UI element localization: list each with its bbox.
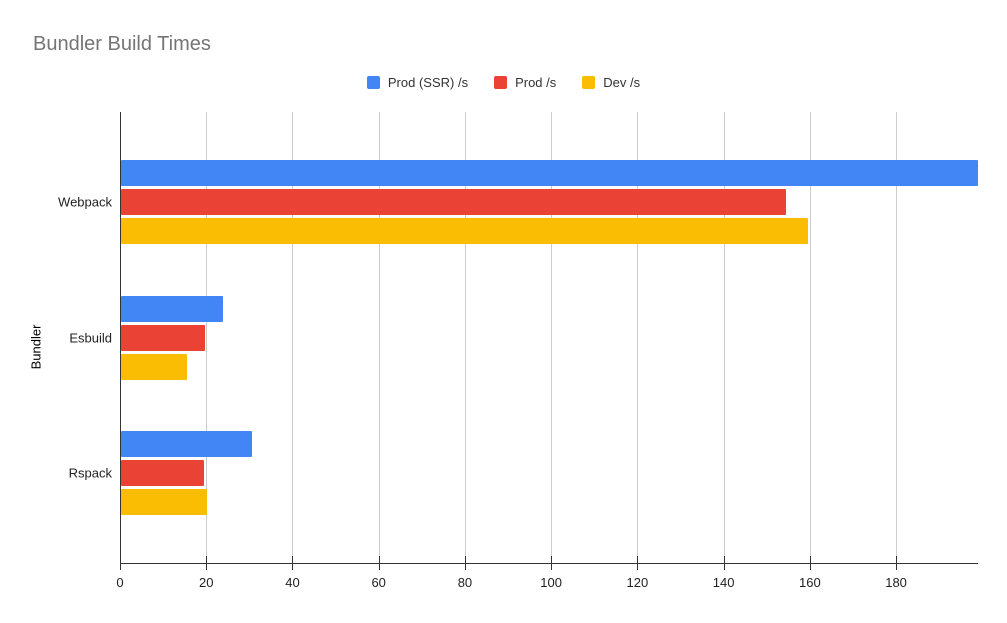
- legend-item-dev-s[interactable]: Dev /s: [582, 75, 640, 90]
- gridline-x-100: [551, 112, 553, 563]
- bar-esbuild-prod-s[interactable]: [121, 324, 206, 351]
- bar-rspack-dev-s[interactable]: [121, 488, 208, 515]
- x-tick-label-40: 40: [285, 575, 300, 590]
- x-tick-mark-60: [378, 556, 380, 570]
- gridline-x-80: [464, 112, 466, 563]
- gridline-x-20: [206, 112, 208, 563]
- x-tick-mark-140: [723, 556, 725, 570]
- gridline-x-140: [723, 112, 725, 563]
- x-tick-label-140: 140: [712, 575, 735, 590]
- category-label-rspack: Rspack: [68, 465, 112, 481]
- bar-esbuild-dev-s[interactable]: [121, 353, 187, 380]
- x-tick-mark-160: [809, 556, 811, 570]
- bar-rspack-prod-ssr-s[interactable]: [121, 430, 252, 457]
- legend-item-prod-s[interactable]: Prod /s: [494, 75, 556, 90]
- bar-webpack-dev-s[interactable]: [121, 218, 808, 245]
- y-axis-line: [120, 112, 121, 570]
- bar-esbuild-prod-ssr-s[interactable]: [121, 295, 224, 322]
- x-tick-label-0: 0: [116, 575, 124, 590]
- bar-webpack-prod-ssr-s[interactable]: [121, 160, 979, 187]
- legend: Prod (SSR) /s Prod /s Dev /s: [0, 75, 1007, 90]
- y-axis-title: Bundler: [28, 324, 44, 370]
- x-tick-mark-40: [292, 556, 294, 570]
- x-tick-label-80: 80: [457, 575, 473, 590]
- x-axis-line: [120, 563, 978, 564]
- x-tick-label-160: 160: [798, 575, 821, 590]
- chart-title: Bundler Build Times: [33, 33, 211, 55]
- x-tick-label-100: 100: [540, 575, 562, 590]
- legend-label: Dev /s: [603, 75, 641, 90]
- x-tick-mark-120: [637, 556, 639, 570]
- gridline-x-160: [809, 112, 811, 563]
- x-tick-label-20: 20: [198, 575, 214, 590]
- x-tick-mark-180: [896, 556, 898, 570]
- category-label-webpack: Webpack: [58, 194, 112, 210]
- gridline-x-60: [378, 112, 380, 563]
- x-tick-mark-80: [464, 556, 466, 570]
- legend-item-prod-ssr-s[interactable]: Prod (SSR) /s: [366, 75, 469, 90]
- gridline-x-180: [896, 112, 898, 563]
- bar-rspack-prod-s[interactable]: [121, 459, 204, 486]
- x-tick-mark-20: [206, 556, 208, 570]
- legend-swatch-icon: [582, 76, 596, 89]
- x-tick-mark-100: [551, 556, 553, 570]
- bar-webpack-prod-s[interactable]: [121, 189, 786, 216]
- category-label-esbuild: Esbuild: [69, 330, 112, 345]
- x-tick-label-180: 180: [885, 575, 907, 590]
- legend-label: Prod (SSR) /s: [387, 75, 469, 90]
- legend-swatch-icon: [366, 76, 380, 89]
- gridline-x-120: [637, 112, 639, 563]
- legend-swatch-icon: [494, 76, 508, 89]
- x-tick-label-120: 120: [626, 575, 649, 590]
- legend-label: Prod /s: [515, 75, 557, 90]
- plot-area: [120, 112, 979, 563]
- gridline-x-40: [292, 112, 294, 563]
- x-tick-label-60: 60: [371, 575, 386, 590]
- x-tick-mark-0: [120, 556, 121, 570]
